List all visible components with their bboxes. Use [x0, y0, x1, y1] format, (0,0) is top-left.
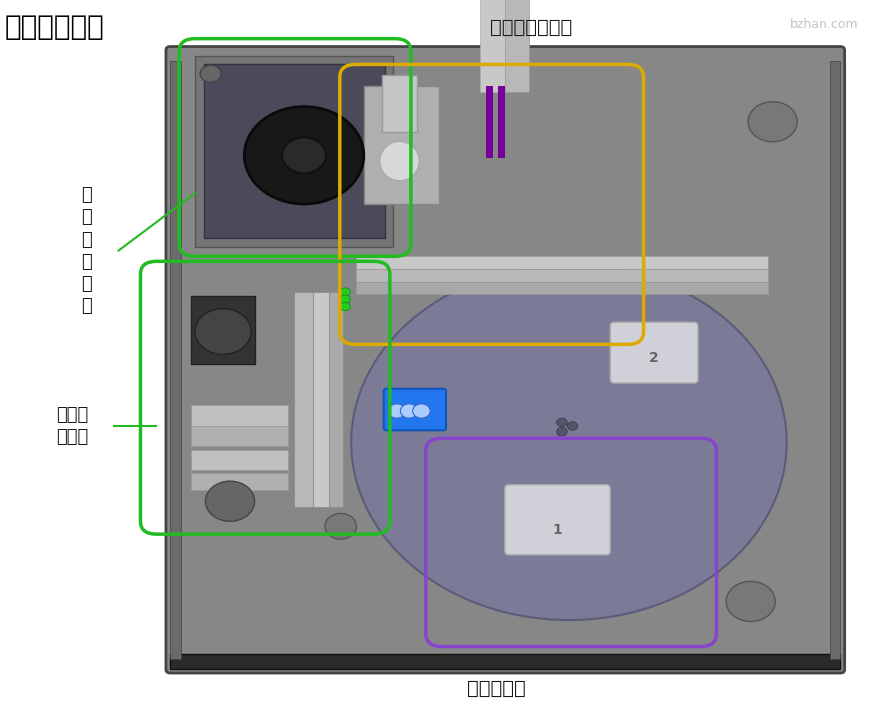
- Bar: [497, 86, 504, 158]
- Bar: [355, 256, 767, 269]
- Circle shape: [339, 295, 350, 304]
- Circle shape: [400, 404, 417, 418]
- Circle shape: [205, 481, 254, 521]
- Circle shape: [339, 288, 350, 296]
- Ellipse shape: [379, 142, 419, 180]
- Text: 总体布局说明: 总体布局说明: [4, 13, 104, 41]
- Bar: [191, 405, 288, 426]
- Bar: [170, 654, 839, 669]
- Bar: [355, 282, 767, 294]
- Bar: [191, 296, 254, 364]
- Text: 实时焊
接工位: 实时焊 接工位: [56, 406, 88, 446]
- FancyBboxPatch shape: [504, 485, 610, 555]
- FancyBboxPatch shape: [383, 389, 446, 430]
- Circle shape: [412, 404, 430, 418]
- Bar: [364, 86, 438, 204]
- Bar: [195, 56, 393, 247]
- Circle shape: [244, 107, 363, 204]
- Circle shape: [567, 422, 577, 430]
- Circle shape: [195, 309, 251, 354]
- FancyBboxPatch shape: [610, 322, 697, 383]
- Bar: [191, 426, 288, 446]
- Circle shape: [282, 137, 325, 173]
- Bar: [485, 86, 492, 158]
- Text: 1: 1: [552, 523, 562, 537]
- Text: 定位点锡膏工位: 定位点锡膏工位: [489, 18, 572, 37]
- Bar: [191, 450, 288, 470]
- Bar: [203, 64, 384, 238]
- Text: 烟
尘
处
理
系
统: 烟 尘 处 理 系 统: [81, 186, 91, 315]
- Circle shape: [556, 427, 567, 436]
- Circle shape: [339, 302, 350, 311]
- Bar: [480, 0, 504, 92]
- Circle shape: [351, 265, 786, 620]
- Bar: [829, 61, 839, 659]
- Bar: [329, 292, 343, 507]
- Circle shape: [200, 65, 221, 82]
- Circle shape: [324, 513, 356, 539]
- Text: 2: 2: [648, 351, 659, 365]
- Circle shape: [388, 404, 405, 418]
- Text: bzhan.com: bzhan.com: [789, 18, 858, 31]
- FancyBboxPatch shape: [166, 47, 844, 673]
- Circle shape: [725, 581, 774, 621]
- Bar: [381, 75, 417, 132]
- Bar: [313, 292, 329, 507]
- Text: 上下料工位: 上下料工位: [467, 679, 524, 698]
- Circle shape: [747, 102, 796, 142]
- Bar: [170, 61, 181, 659]
- Bar: [191, 473, 288, 490]
- Circle shape: [556, 418, 567, 427]
- Bar: [504, 0, 529, 92]
- Bar: [355, 269, 767, 282]
- Bar: [294, 292, 313, 507]
